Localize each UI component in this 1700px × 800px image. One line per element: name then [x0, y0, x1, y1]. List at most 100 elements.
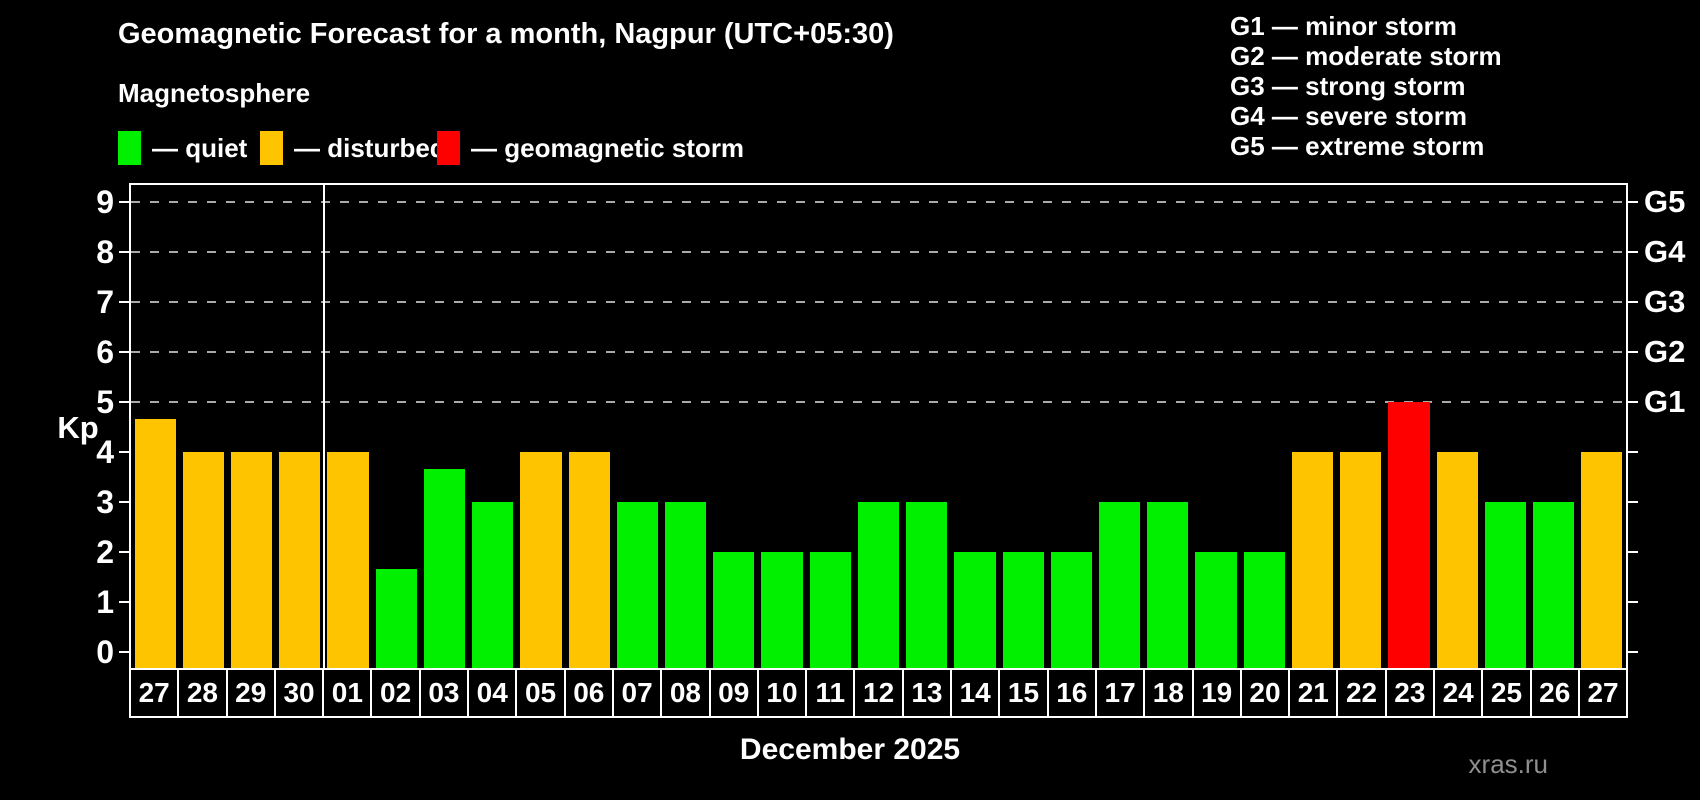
day-label-11: 11 [807, 670, 856, 716]
kp-bar-day-12 [857, 502, 900, 668]
gridline-kp5 [131, 401, 1626, 403]
kp-bar-day-15 [1002, 552, 1044, 668]
day-label-07: 07 [614, 670, 663, 716]
day-label-25: 25 [1483, 670, 1532, 716]
gridline-kp9 [131, 201, 1626, 203]
y-tick-label-3: 3 [96, 484, 114, 520]
y-tick-right-7 [1628, 301, 1638, 303]
day-label-18: 18 [1145, 670, 1194, 716]
y-tick-left-8 [119, 251, 129, 253]
day-label-24: 24 [1435, 670, 1484, 716]
y-tick-right-6 [1628, 351, 1638, 353]
y-tick-left-2 [119, 551, 129, 553]
day-label-27: 27 [1587, 677, 1619, 708]
day-label-05: 05 [517, 670, 566, 716]
day-label-12: 12 [855, 670, 904, 716]
kp-bar-day-22 [1340, 452, 1382, 668]
kp-bar-day-28 [182, 452, 224, 668]
disturbed-color-swatch [260, 131, 283, 165]
day-label-10: 10 [759, 670, 808, 716]
g-level-label-G4: G4 [1644, 234, 1686, 269]
day-label-08: 08 [662, 670, 711, 716]
kp-bar-day-21 [1291, 452, 1334, 668]
day-label-30: 30 [276, 670, 325, 716]
g-level-label-G2: G2 [1644, 334, 1686, 369]
day-label-01: 01 [324, 670, 373, 716]
kp-bar-day-10 [761, 552, 803, 668]
y-tick-right-1 [1628, 601, 1638, 603]
chart-title: Geomagnetic Forecast for a month, Nagpur… [118, 18, 894, 50]
kp-bar-day-27 [1581, 452, 1623, 668]
y-axis-left [129, 183, 131, 668]
kp-bar-day-09 [713, 552, 755, 668]
y-tick-right-2 [1628, 551, 1638, 553]
kp-bar-day-14 [954, 552, 996, 668]
day-label-17: 17 [1097, 670, 1146, 716]
day-label-27: 27 [131, 670, 180, 716]
y-tick-left-6 [119, 351, 129, 353]
kp-bar-day-04 [472, 502, 514, 668]
magnetosphere-label: Magnetosphere [118, 78, 311, 108]
y-tick-label-4: 4 [96, 434, 114, 470]
kp-bar-day-17 [1099, 502, 1141, 668]
legend-label: — geomagnetic storm [471, 132, 745, 163]
kp-bar-day-16 [1050, 552, 1092, 668]
kp-bar-day-26 [1533, 502, 1575, 668]
g-level-label-G1: G1 [1644, 384, 1686, 419]
y-tick-label-2: 2 [96, 534, 114, 570]
day-label-26: 26 [1532, 670, 1580, 716]
y-tick-label-9: 9 [96, 184, 114, 220]
day-label-23: 23 [1387, 670, 1436, 716]
day-label-15: 15 [1000, 670, 1049, 716]
day-label-16: 16 [1049, 670, 1097, 716]
day-axis-row: 27 28 29 30 01 02 03 04 05 06 07 08 09 10 11 12 13 14 15 16… [129, 668, 1628, 718]
kp-bar-day-07 [616, 502, 658, 668]
legend-item-quiet: — quiet [118, 130, 247, 166]
g-legend-line: G4 — severe storm [1230, 101, 1468, 131]
g-legend-line: G5 — extreme storm [1230, 131, 1485, 161]
legend-label: — disturbed [294, 132, 446, 163]
month-label: December 2025 [739, 733, 961, 766]
kp-bar-day-11 [809, 552, 851, 668]
kp-bar-day-20 [1243, 552, 1285, 668]
day-label-19: 19 [1194, 670, 1242, 716]
kp-bar-day-23 [1388, 402, 1430, 668]
g-legend-line: G2 — moderate storm [1230, 41, 1502, 71]
gridline-kp8 [131, 251, 1626, 253]
day-label-03: 03 [421, 670, 470, 716]
kp-bar-day-01 [327, 452, 369, 668]
y-tick-label-1: 1 [96, 584, 114, 620]
day-label-20: 20 [1242, 670, 1291, 716]
kp-axis-label: Kp [57, 410, 99, 445]
y-tick-right-8 [1628, 251, 1638, 253]
month-boundary-line [322, 185, 325, 668]
kp-bar-day-27 [134, 418, 176, 668]
y-tick-left-3 [119, 501, 129, 503]
legend-label: — quiet [152, 132, 248, 163]
quiet-color-swatch [118, 131, 141, 165]
y-tick-right-5 [1628, 401, 1638, 403]
y-tick-right-3 [1628, 501, 1638, 503]
day-label-29: 29 [228, 670, 276, 716]
y-tick-right-9 [1628, 201, 1638, 203]
day-label-04: 04 [469, 670, 518, 716]
y-tick-left-5 [119, 401, 129, 403]
y-tick-left-7 [119, 301, 129, 303]
watermark: xras.ru [1468, 749, 1548, 779]
kp-bar-day-06 [568, 452, 610, 668]
g-level-label-G5: G5 [1644, 184, 1686, 219]
kp-bar-day-18 [1147, 502, 1189, 668]
y-tick-label-5: 5 [96, 384, 114, 420]
day-label-09: 09 [711, 670, 759, 716]
kp-bar-day-02 [375, 568, 417, 668]
legend-item-disturbed: — disturbed [260, 130, 446, 166]
kp-bar-day-03 [423, 468, 466, 668]
y-tick-right-0 [1628, 651, 1638, 653]
y-tick-label-6: 6 [96, 334, 114, 370]
gridline-kp7 [131, 301, 1626, 303]
kp-bar-day-30 [279, 452, 321, 668]
day-label-28: 28 [179, 670, 228, 716]
kp-bar-day-24 [1436, 452, 1478, 668]
